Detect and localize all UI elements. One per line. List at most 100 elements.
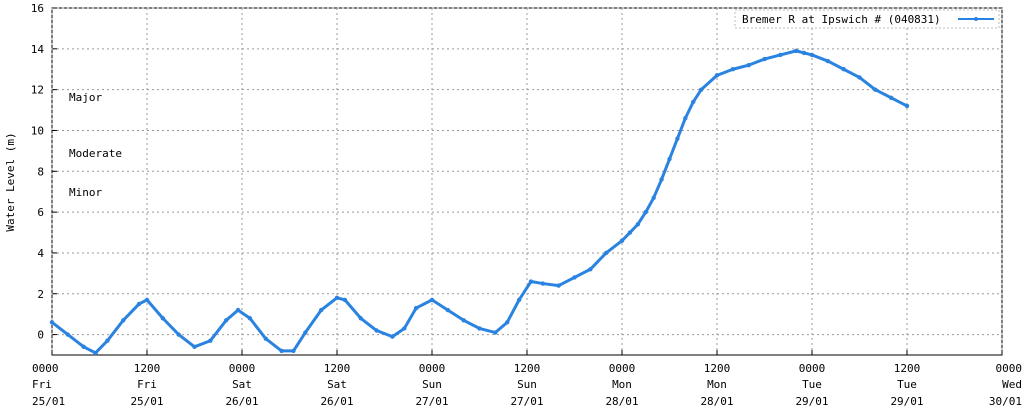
- data-point: [516, 297, 522, 303]
- data-point: [144, 297, 150, 303]
- x-tick-label-time: 0000: [32, 362, 59, 375]
- data-point: [402, 326, 407, 331]
- x-tick-label-day: Mon: [707, 378, 727, 391]
- x-tick-label-date: 29/01: [890, 395, 923, 408]
- y-tick-label: 4: [37, 247, 44, 260]
- x-tick-label-date: 28/01: [700, 395, 733, 408]
- data-point: [49, 320, 55, 325]
- y-tick-labels: 0 2 4 6 8 10 12 14 16: [31, 2, 45, 342]
- data-point: [556, 283, 561, 288]
- x-tick-label-day: Fri: [137, 378, 157, 391]
- data-point: [888, 95, 894, 101]
- x-tick-label-day: Tue: [897, 378, 917, 391]
- data-point: [445, 307, 451, 313]
- data-point: [342, 297, 348, 303]
- x-tick-label-time: 0000: [609, 362, 636, 375]
- data-point: [841, 67, 846, 72]
- legend-label: Bremer R at Ipswich # (040831): [742, 13, 941, 26]
- y-axis-label: Water Level (m): [4, 132, 17, 231]
- x-tick-label-date: 27/01: [510, 395, 543, 408]
- data-point: [675, 136, 680, 141]
- data-point: [635, 222, 641, 227]
- data-point: [659, 177, 664, 182]
- x-tick-label-date: 25/01: [32, 395, 65, 408]
- y-tick-label: 0: [37, 329, 44, 342]
- x-tick-label-day: Sun: [422, 378, 442, 391]
- data-point: [746, 62, 751, 68]
- data-point: [825, 58, 831, 64]
- data-point: [93, 350, 98, 356]
- data-point: [493, 330, 498, 335]
- data-point: [619, 238, 625, 243]
- data-point: [809, 52, 815, 58]
- data-point: [247, 316, 253, 321]
- data-point: [714, 73, 720, 78]
- data-point: [873, 87, 878, 92]
- x-tick-label-time: 1200: [514, 362, 541, 375]
- data-point: [192, 344, 197, 350]
- data-point: [334, 295, 340, 301]
- data-point: [390, 334, 395, 339]
- x-tick-label-day: Fri: [32, 378, 52, 391]
- data-point: [303, 330, 308, 335]
- data-point: [793, 48, 799, 54]
- data-point: [105, 338, 110, 343]
- x-tick-label-time: 0000: [419, 362, 446, 375]
- data-point: [505, 320, 510, 325]
- x-tick-label-date: 26/01: [225, 395, 258, 408]
- x-tick-label-time: 1200: [894, 362, 921, 375]
- x-tick-label-time: 1200: [134, 362, 161, 375]
- y-tick-label: 16: [31, 2, 44, 15]
- legend-swatch-marker: [974, 17, 978, 21]
- data-point: [279, 348, 284, 354]
- data-point: [318, 307, 324, 313]
- data-point: [208, 338, 213, 343]
- x-tick-label-day: Wed: [1002, 378, 1022, 391]
- x-tick-label-date: 26/01: [320, 395, 353, 408]
- data-point: [857, 75, 862, 80]
- x-tick-label-day: Tue: [802, 378, 822, 391]
- data-point: [801, 50, 807, 56]
- data-point: [263, 336, 268, 341]
- legend: Bremer R at Ipswich # (040831): [734, 9, 1000, 29]
- data-point: [291, 348, 296, 354]
- data-point: [762, 56, 767, 62]
- x-tick-label-date: 28/01: [605, 395, 638, 408]
- plot-area: [51, 7, 1003, 356]
- x-tick-label-time: 0000: [996, 362, 1023, 375]
- x-tick-labels: 0000 Fri 25/01 1200 Fri 25/01 0000 Sat 26/01 1200…: [32, 362, 1022, 408]
- y-tick-label: 2: [37, 288, 44, 301]
- data-point: [235, 307, 241, 313]
- data-point: [374, 328, 379, 333]
- data-point: [683, 116, 688, 121]
- data-point: [413, 305, 419, 311]
- data-point: [121, 318, 126, 323]
- data-point: [730, 67, 736, 72]
- x-tick-label-day: Mon: [612, 378, 632, 391]
- annotation-label: Major: [69, 91, 102, 104]
- x-tick-label-day: Sat: [327, 378, 347, 391]
- data-point: [691, 99, 696, 105]
- annotation-label: Minor: [69, 186, 102, 199]
- y-tick-label: 8: [37, 165, 44, 178]
- data-point: [81, 344, 86, 350]
- flood-level-annotations: Major Moderate Minor: [69, 91, 122, 199]
- data-point: [223, 318, 229, 323]
- y-tick-label: 10: [31, 124, 44, 137]
- data-point: [540, 281, 546, 286]
- annotation-label: Moderate: [69, 147, 122, 160]
- data-point: [588, 267, 593, 272]
- data-point: [176, 332, 181, 337]
- data-point: [667, 156, 672, 162]
- y-tick-label: 12: [31, 84, 44, 97]
- data-point: [461, 318, 466, 323]
- x-tick-label-time: 1200: [324, 362, 351, 375]
- data-point: [572, 275, 577, 280]
- data-point: [528, 279, 534, 284]
- x-tick-label-day: Sun: [517, 378, 537, 391]
- data-point: [904, 103, 910, 109]
- grid-lines: [51, 7, 1003, 355]
- data-point: [429, 297, 435, 303]
- x-tick-label-time: 1200: [704, 362, 731, 375]
